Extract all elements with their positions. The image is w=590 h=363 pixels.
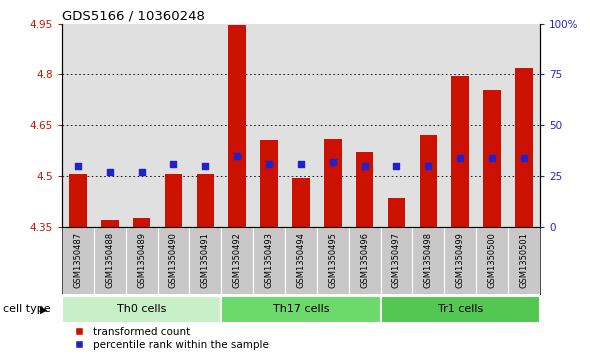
Text: GSM1350495: GSM1350495: [328, 232, 337, 288]
Bar: [508, 24, 540, 227]
Point: [232, 153, 242, 159]
Bar: [133, 219, 150, 227]
Point: [455, 155, 465, 161]
Point: [169, 161, 178, 167]
Text: GSM1350494: GSM1350494: [296, 232, 306, 288]
Bar: [381, 295, 540, 323]
Bar: [189, 24, 221, 227]
Point: [392, 163, 401, 169]
Text: Th0 cells: Th0 cells: [117, 305, 166, 314]
Bar: [221, 295, 381, 323]
Point: [105, 169, 114, 175]
Bar: [94, 24, 126, 227]
Bar: [253, 24, 285, 227]
Text: GDS5166 / 10360248: GDS5166 / 10360248: [62, 9, 205, 23]
Bar: [285, 24, 317, 227]
Point: [296, 161, 306, 167]
Bar: [483, 90, 501, 227]
Point: [328, 159, 337, 165]
Bar: [451, 76, 469, 227]
Legend: transformed count, percentile rank within the sample: transformed count, percentile rank withi…: [64, 323, 273, 354]
Bar: [292, 178, 310, 227]
Bar: [221, 24, 253, 227]
Text: GSM1350487: GSM1350487: [73, 232, 83, 288]
Bar: [412, 24, 444, 227]
Text: GSM1350492: GSM1350492: [232, 232, 242, 288]
Bar: [515, 68, 533, 227]
Text: ▶: ▶: [40, 305, 47, 314]
Bar: [349, 24, 381, 227]
Bar: [381, 24, 412, 227]
Bar: [62, 24, 94, 227]
Text: GSM1350488: GSM1350488: [105, 232, 114, 288]
Bar: [444, 24, 476, 227]
Point: [201, 163, 210, 169]
Point: [137, 169, 146, 175]
Bar: [388, 198, 405, 227]
Text: GSM1350489: GSM1350489: [137, 232, 146, 288]
Point: [519, 155, 529, 161]
Text: GSM1350491: GSM1350491: [201, 232, 210, 288]
Text: GSM1350498: GSM1350498: [424, 232, 433, 288]
Bar: [126, 24, 158, 227]
Bar: [476, 24, 508, 227]
Text: GSM1350500: GSM1350500: [487, 232, 497, 288]
Bar: [324, 139, 342, 227]
Text: GSM1350496: GSM1350496: [360, 232, 369, 288]
Bar: [419, 135, 437, 227]
Point: [73, 163, 83, 169]
Bar: [260, 140, 278, 227]
Bar: [101, 220, 119, 227]
Bar: [356, 152, 373, 227]
Bar: [196, 174, 214, 227]
Bar: [62, 295, 221, 323]
Bar: [317, 24, 349, 227]
Bar: [158, 24, 189, 227]
Point: [424, 163, 433, 169]
Point: [264, 161, 274, 167]
Text: GSM1350493: GSM1350493: [264, 232, 274, 288]
Bar: [228, 25, 246, 227]
Text: Th17 cells: Th17 cells: [273, 305, 329, 314]
Bar: [165, 174, 182, 227]
Text: GSM1350497: GSM1350497: [392, 232, 401, 288]
Bar: [69, 174, 87, 227]
Text: GSM1350490: GSM1350490: [169, 232, 178, 288]
Text: cell type: cell type: [3, 305, 51, 314]
Text: GSM1350499: GSM1350499: [455, 232, 465, 288]
Text: Tr1 cells: Tr1 cells: [438, 305, 483, 314]
Text: GSM1350501: GSM1350501: [519, 232, 529, 288]
Point: [487, 155, 497, 161]
Point: [360, 163, 369, 169]
